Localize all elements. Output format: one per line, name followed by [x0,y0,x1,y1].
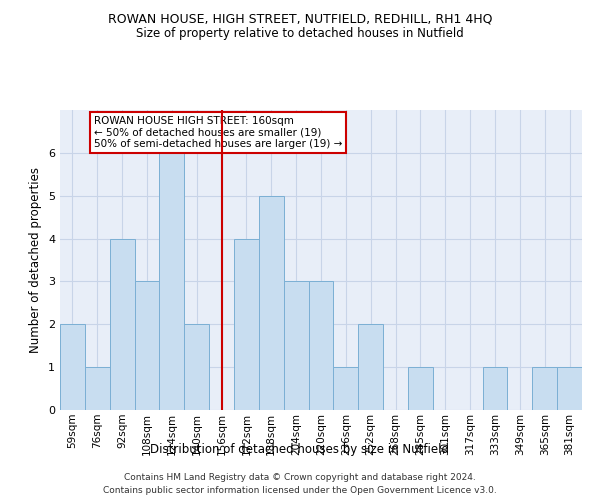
Bar [308,282,334,410]
Bar [134,282,160,410]
Bar [334,367,358,410]
Bar [85,367,110,410]
Bar [358,324,383,410]
Bar [160,153,184,410]
Bar [284,282,308,410]
Bar [234,238,259,410]
Bar [259,196,284,410]
Bar [60,324,85,410]
Text: Contains public sector information licensed under the Open Government Licence v3: Contains public sector information licen… [103,486,497,495]
Text: Contains HM Land Registry data © Crown copyright and database right 2024.: Contains HM Land Registry data © Crown c… [124,472,476,482]
Text: Size of property relative to detached houses in Nutfield: Size of property relative to detached ho… [136,28,464,40]
Bar [110,238,134,410]
Text: ROWAN HOUSE HIGH STREET: 160sqm
← 50% of detached houses are smaller (19)
50% of: ROWAN HOUSE HIGH STREET: 160sqm ← 50% of… [94,116,343,149]
Bar [557,367,582,410]
Bar [532,367,557,410]
Text: ROWAN HOUSE, HIGH STREET, NUTFIELD, REDHILL, RH1 4HQ: ROWAN HOUSE, HIGH STREET, NUTFIELD, REDH… [108,12,492,26]
Y-axis label: Number of detached properties: Number of detached properties [29,167,43,353]
Bar [184,324,209,410]
Bar [482,367,508,410]
Text: Distribution of detached houses by size in Nutfield: Distribution of detached houses by size … [151,442,449,456]
Bar [408,367,433,410]
